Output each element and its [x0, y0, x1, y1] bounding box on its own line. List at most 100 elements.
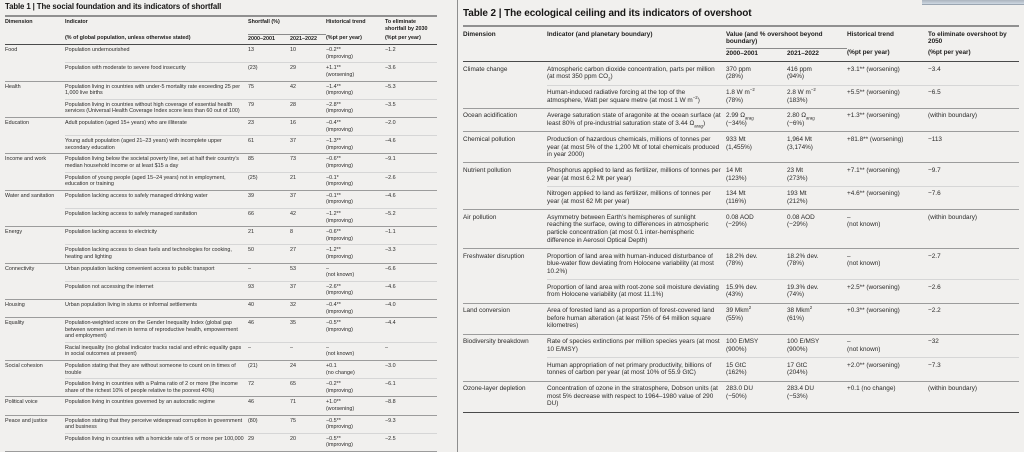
value-2000-2001-cell: 14 Mt (123%)	[726, 162, 787, 187]
table-row: Land conversion Area of forested land as …	[463, 302, 1020, 335]
trend-cell: −0.1* (improving)	[326, 171, 385, 191]
trend-cell: +1.1** (worsening)	[326, 62, 385, 82]
indicator-cell: Population lacking access to safely mana…	[65, 189, 248, 209]
value-2021-2022-cell: 2.8 W m−2 (183%)	[787, 84, 848, 109]
trend-cell: +0.1 (no change)	[326, 360, 385, 379]
col-subheader-blank	[463, 48, 547, 63]
ecological-ceiling-table: Dimension Indicator (and planetary bounda…	[463, 25, 1020, 413]
indicator-cell: Rate of species extinctions per million …	[547, 333, 726, 358]
col-subheader-indicator	[547, 48, 726, 63]
value-2000-2001-cell: 15.9% dev. (43%)	[726, 279, 787, 304]
table-row: Human appropriation of net primary produ…	[463, 357, 1020, 381]
indicator-cell: Proportion of land area with human-induc…	[547, 248, 726, 280]
dimension-group: Equality Population-weighted score on the…	[5, 317, 437, 361]
value-2021-2022-cell: 24	[290, 360, 326, 379]
dimension-cell: Land conversion	[463, 302, 547, 335]
table-row: Energy Population lacking access to elect…	[5, 226, 437, 264]
table-row: Racial inequality (no global indicator t…	[5, 341, 437, 361]
table2-panel: Table 2 | The ecological ceiling and its…	[463, 0, 1020, 413]
dimension-group: Freshwater disruption Proportion of land …	[463, 248, 1020, 304]
indicator-cell: Human appropriation of net primary produ…	[547, 357, 726, 381]
trend-cell: +2.0** (worsening)	[847, 357, 929, 381]
table-row: Population living in countries without h…	[5, 98, 437, 118]
col-subheader-period1: 2000–2001	[248, 34, 290, 46]
target-cell: −4.6	[385, 189, 437, 209]
indicator-cell: Area of forested land as a proportion of…	[547, 302, 726, 335]
table-row: Proportion of land area with root-zone s…	[463, 279, 1020, 304]
dimension-cell: Political voice	[5, 396, 65, 416]
value-2021-2022-cell: 10	[290, 44, 326, 63]
table-row: Air pollution Asymmetry between Earth’s h…	[463, 209, 1020, 249]
value-2021-2022-cell: 42	[290, 207, 326, 227]
table-row: Population of young people (aged 15–24 y…	[5, 171, 437, 191]
indicator-cell: Urban population living in slums or info…	[65, 298, 248, 318]
value-2000-2001-cell: 283.0 DU (−50%)	[726, 380, 787, 413]
trend-cell: – (not known)	[326, 262, 385, 282]
trend-cell: +3.1** (worsening)	[847, 61, 929, 86]
indicator-cell: Population lacking access to safely mana…	[65, 207, 248, 227]
dimension-group: Political voice Population living in coun…	[5, 396, 437, 416]
trend-cell: −1.2** (improving)	[326, 207, 385, 227]
trend-cell: −0.6** (improving)	[326, 226, 385, 245]
target-cell: −4.4	[385, 317, 437, 343]
dimension-group: Nutrient pollution Phosphorus applied to …	[463, 162, 1020, 210]
value-2021-2022-cell: 20	[290, 432, 326, 452]
col-subheader-blank	[5, 34, 65, 46]
dimension-group: Peace and justice Population stating that…	[5, 414, 437, 452]
table-row: Education Adult population (aged 15+ year…	[5, 117, 437, 154]
col-subheader-period1: 2000–2001	[726, 48, 787, 63]
col-header-dimension: Dimension	[463, 30, 496, 38]
value-2000-2001-cell: 100 E/MSY (900%)	[726, 333, 787, 358]
trend-cell: +0.1 (no change)	[847, 380, 929, 413]
indicator-cell: Young adult population (aged 21–23 years…	[65, 135, 248, 154]
dimension-cell: Social cohesion	[5, 360, 65, 397]
target-cell: −5.3	[385, 80, 437, 100]
trend-cell: – (not known)	[326, 341, 385, 361]
dimension-cell: Freshwater disruption	[463, 248, 547, 304]
target-cell: −1.2	[385, 44, 437, 63]
value-2021-2022-cell: 21	[290, 171, 326, 191]
value-2000-2001-cell: –	[248, 262, 290, 282]
table-row: Food Population undernourished 13 10 −0.2**(…	[5, 44, 437, 82]
col-subheader-target-unit: (%pt per year)	[928, 48, 1020, 63]
indicator-cell: Population living in countries with a ho…	[65, 432, 248, 452]
value-2000-2001-cell: 85	[248, 153, 290, 173]
value-2021-2022-cell: 65	[290, 378, 326, 397]
table-row: Ocean acidification Average saturation st…	[463, 107, 1020, 132]
trend-cell: – (not known)	[847, 248, 929, 280]
value-2021-2022-cell: 2.80 Ωarag (−6%)	[787, 107, 848, 132]
target-cell: −8.8	[385, 396, 437, 416]
table-row: Health Population living in countries wit…	[5, 80, 437, 118]
value-2000-2001-cell: 1.8 W m−2 (78%)	[726, 84, 787, 109]
dimension-cell: Nutrient pollution	[463, 162, 547, 210]
value-2021-2022-cell: –	[290, 341, 326, 361]
dimension-group: Food Population undernourished 13 10 −0.2**(…	[5, 44, 437, 82]
trend-cell: −2.8** (improving)	[326, 98, 385, 118]
value-2021-2022-cell: 8	[290, 226, 326, 245]
col-header-indicator: Indicator (and planetary boundary)	[547, 30, 653, 38]
col-header-trend: Historical trend	[847, 30, 894, 38]
value-2021-2022-cell: 17 GtC (204%)	[787, 357, 848, 381]
value-2021-2022-cell: 283.4 DU (−53%)	[787, 380, 848, 413]
trend-cell: −0.5** (improving)	[326, 414, 385, 434]
value-2021-2022-cell: 18.2% dev. (78%)	[787, 248, 848, 280]
dimension-group: Water and sanitation Population lacking a…	[5, 189, 437, 227]
trend-cell: −0.6** (improving)	[326, 153, 385, 173]
target-cell: −113	[928, 131, 1020, 163]
dimension-cell: Water and sanitation	[5, 189, 65, 227]
dimension-group: Ocean acidification Average saturation st…	[463, 107, 1020, 132]
target-cell: −3.4	[928, 61, 1020, 86]
value-2000-2001-cell: 13	[248, 44, 290, 63]
dimension-group: Biodiversity breakdown Rate of species ex…	[463, 333, 1020, 381]
indicator-cell: Concentration of ozone in the stratosphe…	[547, 380, 726, 413]
value-2000-2001-cell: 50	[248, 244, 290, 264]
col-subheader-trend-unit: (%pt per year)	[326, 34, 385, 46]
trend-cell: +81.8** (worsening)	[847, 131, 929, 163]
value-2021-2022-cell: 100 E/MSY (900%)	[787, 333, 848, 358]
indicator-cell: Population of young people (aged 15–24 y…	[65, 171, 248, 191]
trend-cell: +1.0** (worsening)	[326, 396, 385, 416]
col-subheader-period2: 2021–2022	[787, 48, 848, 63]
dimension-cell: Ozone-layer depletion	[463, 380, 547, 413]
dimension-cell: Peace and justice	[5, 414, 65, 452]
